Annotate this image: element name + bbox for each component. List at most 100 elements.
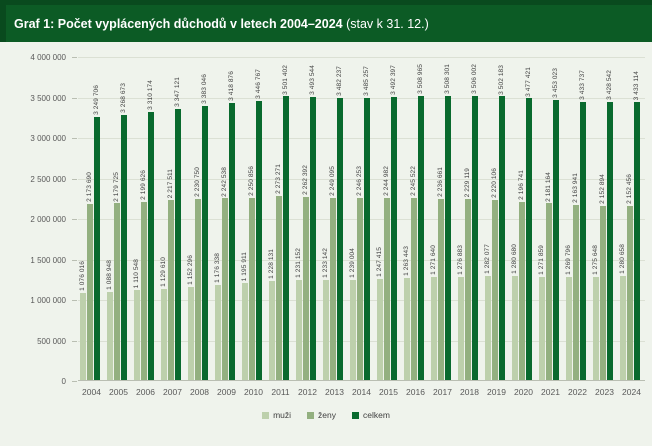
legend-item-celkem: celkem	[351, 410, 390, 420]
bar-group-2019: 1 282 077 2 220 106 3 502 183	[483, 56, 510, 380]
bar-muži-2014	[350, 279, 356, 380]
x-tick-label-2016: 2016	[406, 387, 425, 397]
x-tick-label-2024: 2024	[622, 387, 641, 397]
bar-celkem-2019	[499, 96, 505, 380]
bar-value-label: 3 446 767	[255, 68, 262, 99]
bar-ženy-2010	[249, 197, 255, 380]
y-tick-mark	[72, 178, 77, 180]
bar-value-label: 3 502 183	[498, 64, 505, 95]
bar-celkem-2020	[526, 98, 532, 380]
legend-swatch-icon	[262, 411, 270, 419]
y-tick-label: 0	[61, 377, 66, 386]
bar-value-label: 3 433 737	[579, 70, 586, 100]
bar-celkem-2023	[607, 102, 613, 380]
bar-ženy-2004	[87, 203, 93, 380]
chart-title-suffix: (stav k 31. 12.)	[342, 16, 429, 31]
bar-value-label: 3 492 397	[390, 65, 397, 96]
y-tick-mark	[72, 300, 77, 301]
bar-group-2004: 1 076 016 2 173 690 3 249 706	[78, 56, 105, 380]
bar-ženy-2013	[330, 197, 336, 380]
y-tick-mark	[72, 97, 77, 99]
bar-muži-2015	[377, 278, 383, 380]
y-tick-mark	[72, 138, 77, 139]
bar-muži-2019	[485, 276, 491, 380]
x-tick-label-2011: 2011	[271, 387, 290, 397]
bar-group-2013: 1 233 142 2 249 095 3 482 237	[321, 56, 348, 380]
bar-celkem-2004	[94, 116, 100, 380]
x-tick-label-2018: 2018	[460, 387, 479, 397]
bar-muži-2023	[593, 276, 599, 380]
bar-value-label: 3 347 121	[174, 77, 181, 107]
x-tick-label-2023: 2023	[595, 387, 614, 397]
bar-group-2005: 1 088 948 2 179 725 3 268 673	[105, 56, 132, 380]
bar-muži-2008	[188, 286, 194, 380]
gridline	[78, 97, 645, 99]
bar-celkem-2024	[634, 101, 640, 380]
bar-value-label: 3 493 544	[309, 65, 316, 96]
bar-value-label: 3 418 876	[228, 71, 235, 102]
bar-ženy-2009	[222, 198, 228, 380]
x-tick-label-2005: 2005	[109, 387, 128, 397]
bar-ženy-2008	[195, 199, 201, 380]
bar-celkem-2014	[364, 97, 370, 380]
gridline	[78, 57, 645, 58]
x-tick-label-2004: 2004	[82, 387, 101, 397]
bar-value-label: 3 249 706	[93, 84, 100, 115]
bar-group-2016: 1 263 443 2 245 522 3 508 965	[402, 56, 429, 380]
x-tick-label-2008: 2008	[190, 387, 209, 397]
chart-title: Graf 1: Počet vyplácených důchodů v lete…	[14, 16, 343, 31]
x-tick-label-2020: 2020	[514, 387, 533, 397]
bar-ženy-2007	[168, 200, 174, 380]
bar-ženy-2012	[303, 196, 309, 380]
bar-muži-2004	[80, 292, 86, 380]
bar-muži-2007	[161, 288, 167, 380]
bar-celkem-2005	[121, 115, 127, 380]
bar-group-2020: 1 280 680 2 196 741 3 477 421	[510, 56, 537, 380]
bar-ženy-2017	[438, 198, 444, 380]
x-tick-label-2019: 2019	[487, 387, 506, 397]
bar-group-2018: 1 276 883 2 229 119 3 506 002	[456, 56, 483, 380]
bar-celkem-2013	[337, 97, 343, 380]
bar-value-label: 3 383 046	[201, 74, 208, 104]
bar-value-label: 3 506 002	[471, 64, 478, 95]
bar-celkem-2007	[175, 108, 181, 380]
gridline	[78, 138, 645, 139]
bar-group-2014: 1 239 004 2 246 253 3 485 257	[348, 56, 375, 380]
bar-group-2024: 1 280 658 2 152 456 3 433 114	[618, 56, 645, 380]
bar-ženy-2023	[600, 205, 606, 380]
bar-celkem-2018	[472, 96, 478, 380]
bar-group-2017: 1 271 640 2 236 661 3 508 301	[429, 56, 456, 380]
bar-celkem-2017	[445, 95, 451, 380]
bar-ženy-2018	[465, 199, 471, 380]
bar-value-label: 3 508 301	[444, 64, 451, 94]
x-tick-label-2012: 2012	[298, 387, 317, 397]
bar-ženy-2014	[357, 198, 363, 380]
bar-celkem-2010	[256, 100, 262, 380]
x-tick-label-2010: 2010	[244, 387, 263, 397]
y-tick-label: 2 500 000	[30, 174, 66, 184]
bar-group-2008: 1 152 296 2 230 750 3 383 046	[186, 56, 213, 380]
plot-area: 1 076 016 2 173 690 3 249 706 1 088 948 2 17…	[78, 57, 645, 381]
bar-ženy-2024	[627, 205, 633, 380]
bar-muži-2010	[242, 283, 248, 380]
bar-celkem-2008	[202, 105, 208, 380]
x-tick-label-2022: 2022	[568, 387, 587, 397]
bar-ženy-2011	[276, 195, 282, 380]
legend-label: celkem	[362, 410, 390, 420]
bar-ženy-2019	[492, 200, 498, 380]
y-tick-label: 4 000 000	[30, 53, 66, 62]
bar-muži-2020	[512, 276, 518, 380]
x-tick-label-2006: 2006	[136, 387, 155, 397]
y-tick-label: 2 000 000	[30, 215, 66, 224]
bar-celkem-2022	[580, 101, 586, 380]
bar-ženy-2021	[546, 203, 552, 380]
y-tick-mark	[72, 259, 77, 261]
bar-group-2011: 1 228 131 2 273 271 3 501 402	[267, 56, 294, 380]
bar-ženy-2005	[114, 203, 120, 380]
bar-muži-2022	[566, 277, 572, 380]
y-tick-label: 3 500 000	[30, 93, 66, 103]
chart-title-bar: Graf 1: Počet vyplácených důchodů v lete…	[0, 0, 652, 42]
bar-group-2007: 1 129 610 2 217 511 3 347 121	[159, 56, 186, 380]
bar-celkem-2006	[148, 111, 154, 380]
bar-muži-2018	[458, 276, 464, 380]
